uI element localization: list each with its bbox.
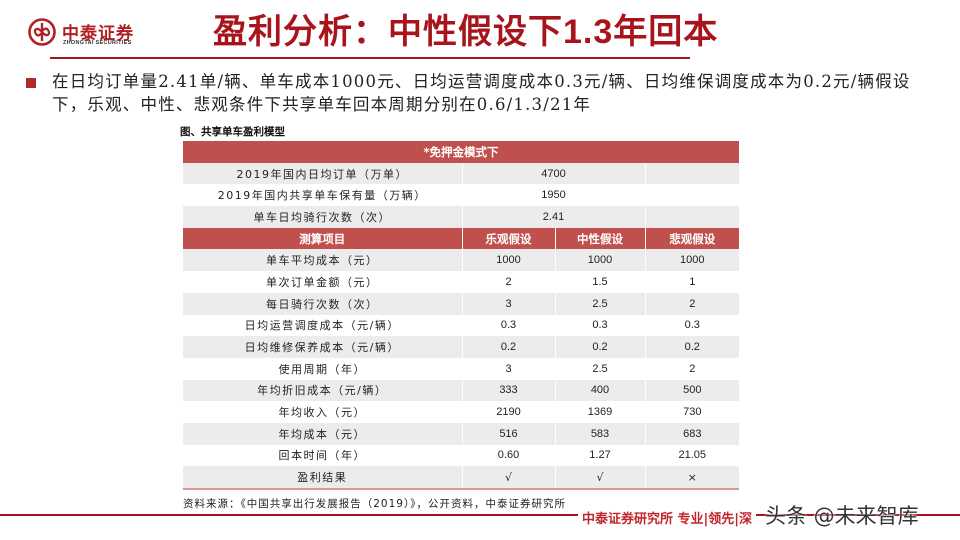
table-row: 年均收入（元） 2190 1369 730 [183, 401, 740, 423]
row-label: 年均成本（元） [183, 422, 463, 445]
cell-optimistic: 516 [462, 422, 556, 445]
cell-pessimistic: 500 [645, 379, 740, 402]
cell-optimistic: 2 [462, 271, 556, 293]
table-column-header: 测算项目 乐观假设 中性假设 悲观假设 [183, 227, 740, 250]
cell-neutral: 0.2 [555, 336, 646, 358]
column-header-item: 测算项目 [183, 227, 463, 250]
row-value: 2.41 [462, 206, 646, 228]
row-label: 单车日均骑行次数（次） [183, 206, 463, 228]
row-label: 2019年国内日均订单（万单） [183, 162, 463, 185]
cell-optimistic: 3 [462, 292, 556, 315]
row-label: 使用周期（年） [183, 357, 463, 380]
table-row: 2019年国内日均订单（万单） 4700 [183, 162, 740, 185]
cell-pessimistic: 730 [645, 401, 740, 423]
table-row: 使用周期（年） 3 2.5 2 [183, 357, 740, 380]
check-icon: √ [555, 466, 646, 490]
table-row: 年均折旧成本（元/辆） 333 400 500 [183, 379, 740, 402]
row-label: 单次订单金额（元） [183, 271, 463, 293]
company-logo: 中泰证券 ZHONGTAI SECURITIES [26, 16, 176, 50]
footer-divider [0, 514, 960, 516]
cell-pessimistic: 2 [645, 357, 740, 380]
table-section-header: *免押金模式下 [183, 141, 740, 163]
column-header-optimistic: 乐观假设 [462, 227, 556, 250]
logo-name-en: ZHONGTAI SECURITIES [63, 40, 132, 46]
cell-neutral: 0.3 [555, 314, 646, 337]
table-row: 盈利结果 √ √ × [183, 466, 740, 490]
cell-pessimistic: 0.3 [645, 314, 740, 337]
title-prefix: 盈利分析：中性假设下 [213, 12, 563, 52]
column-header-neutral: 中性假设 [555, 227, 646, 250]
table-row: 每日骑行次数（次） 3 2.5 2 [183, 292, 740, 315]
profit-model-table: *免押金模式下 2019年国内日均订单（万单） 4700 2019年国内共享单车… [183, 141, 740, 490]
cell-neutral: 400 [555, 379, 646, 402]
cell-optimistic: 3 [462, 357, 556, 380]
cell-optimistic: 0.3 [462, 314, 556, 337]
page-title: 盈利分析：中性假设下1.3年回本 [213, 12, 718, 52]
watermark: 头条 @未来智库 [765, 504, 919, 528]
row-value: 4700 [462, 162, 646, 185]
row-label: 2019年国内共享单车保有量（万辆） [183, 184, 463, 207]
cell-neutral: 583 [555, 422, 646, 445]
row-label: 每日骑行次数（次） [183, 292, 463, 315]
cell-pessimistic: 2 [645, 292, 740, 315]
row-label: 年均收入（元） [183, 401, 463, 423]
cell-pessimistic: 683 [645, 422, 740, 445]
section-title: *免押金模式下 [183, 141, 740, 163]
row-label: 盈利结果 [183, 466, 463, 490]
cell-neutral: 2.5 [555, 357, 646, 380]
table-row: 日均维修保养成本（元/辆） 0.2 0.2 0.2 [183, 336, 740, 358]
zhongtai-logo-icon [28, 18, 56, 46]
cell-neutral: 1.27 [555, 444, 646, 467]
row-label: 回本时间（年） [183, 444, 463, 467]
cell-neutral: 2.5 [555, 292, 646, 315]
cell-neutral: 1369 [555, 401, 646, 423]
footer-brand: 中泰证券研究所 专业|领先|深 [578, 508, 757, 527]
row-label: 单车平均成本（元） [183, 249, 463, 272]
table-row: 年均成本（元） 516 583 683 [183, 422, 740, 445]
cell-pessimistic: 0.2 [645, 336, 740, 358]
table-row: 单车平均成本（元） 1000 1000 1000 [183, 249, 740, 272]
cell-optimistic: 1000 [462, 249, 556, 272]
cell-pessimistic: 1 [645, 271, 740, 293]
title-number: 1.3 [563, 13, 614, 51]
column-header-pessimistic: 悲观假设 [645, 227, 740, 250]
square-bullet-icon [26, 78, 36, 88]
table-row: 2019年国内共享单车保有量（万辆） 1950 [183, 184, 740, 207]
row-label: 日均维修保养成本（元/辆） [183, 336, 463, 358]
cell-pessimistic: 1000 [645, 249, 740, 272]
cross-icon: × [645, 466, 740, 490]
row-label: 日均运营调度成本（元/辆） [183, 314, 463, 337]
source-note: 资料来源：《中国共享出行发展报告（2019）》，公开资料，中泰证券研究所 [183, 498, 566, 510]
cell-pessimistic: 21.05 [645, 444, 740, 467]
table-row: 单次订单金额（元） 2 1.5 1 [183, 271, 740, 293]
cell-neutral: 1000 [555, 249, 646, 272]
row-label: 年均折旧成本（元/辆） [183, 379, 463, 402]
table-row: 回本时间（年） 0.60 1.27 21.05 [183, 444, 740, 467]
cell-optimistic: 0.60 [462, 444, 556, 467]
title-divider [50, 57, 690, 59]
figure-caption: 图、共享单车盈利模型 [180, 126, 285, 138]
logo-name-cn: 中泰证券 [62, 24, 134, 44]
cell-optimistic: 2190 [462, 401, 556, 423]
table-row: 日均运营调度成本（元/辆） 0.3 0.3 0.3 [183, 314, 740, 337]
cell-optimistic: 0.2 [462, 336, 556, 358]
cell-neutral: 1.5 [555, 271, 646, 293]
title-suffix: 年回本 [613, 12, 719, 52]
check-icon: √ [462, 466, 556, 490]
table-row: 单车日均骑行次数（次） 2.41 [183, 206, 740, 228]
row-value: 1950 [462, 184, 646, 207]
summary-paragraph: 在日均订单量2.41单/辆、单车成本1000元、日均运营调度成本0.3元/辆、日… [52, 72, 911, 114]
cell-optimistic: 333 [462, 379, 556, 402]
